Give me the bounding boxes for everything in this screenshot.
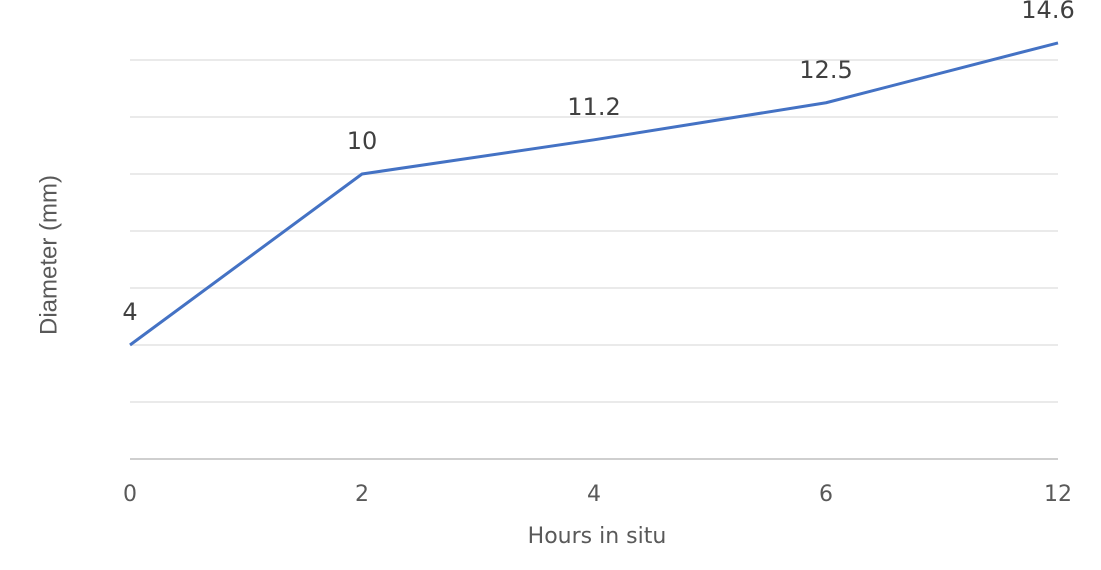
data-label: 10 xyxy=(347,127,378,155)
data-label: 14.6 xyxy=(1021,0,1074,24)
x-tick-label: 2 xyxy=(355,482,369,507)
x-tick-label: 6 xyxy=(819,482,833,507)
data-label: 11.2 xyxy=(567,93,620,121)
x-tick-label: 0 xyxy=(123,482,137,507)
data-label: 4 xyxy=(122,298,137,326)
x-tick-label: 12 xyxy=(1044,482,1072,507)
x-axis-title: Hours in situ xyxy=(528,524,667,549)
y-axis-title: Diameter (mm) xyxy=(35,175,62,335)
line xyxy=(129,41,1059,347)
data-label: 12.5 xyxy=(799,56,852,84)
x-tick-label: 4 xyxy=(587,482,601,507)
